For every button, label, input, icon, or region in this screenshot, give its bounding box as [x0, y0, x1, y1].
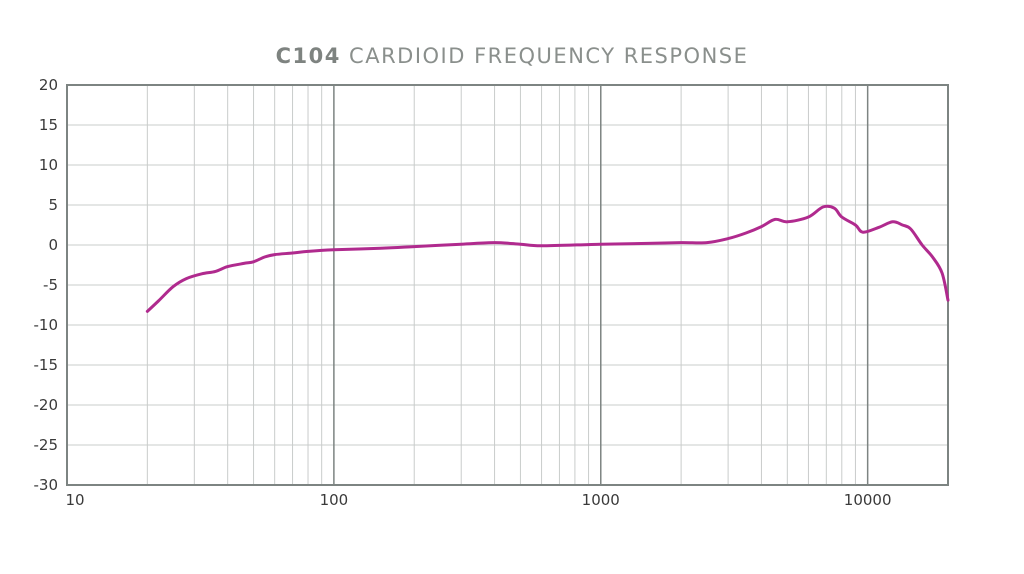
- x-tick-label: 10000: [844, 491, 892, 509]
- x-tick-label: 10: [65, 491, 84, 509]
- chart-title: C104 CARDIOID FREQUENCY RESPONSE: [0, 44, 1024, 68]
- y-tick-label: 0: [48, 236, 58, 254]
- x-tick-label: 100: [320, 491, 349, 509]
- y-tick-label: -30: [34, 476, 59, 494]
- y-tick-label: -25: [34, 436, 59, 454]
- response-curve: [145, 204, 950, 313]
- y-tick-label: -15: [34, 356, 59, 374]
- y-tick-label: 15: [39, 116, 58, 134]
- y-tick-label: 10: [39, 156, 58, 174]
- chart-title-text: CARDIOID FREQUENCY RESPONSE: [340, 44, 749, 68]
- plot-frame: [66, 84, 949, 486]
- y-tick-label: -20: [34, 396, 59, 414]
- x-tick-label: 1000: [582, 491, 620, 509]
- y-tick-label: 5: [48, 196, 58, 214]
- y-tick-label: -10: [34, 316, 59, 334]
- chart-title-model: C104: [275, 44, 341, 68]
- y-tick-label: -5: [43, 276, 58, 294]
- y-tick-label: 20: [39, 76, 58, 94]
